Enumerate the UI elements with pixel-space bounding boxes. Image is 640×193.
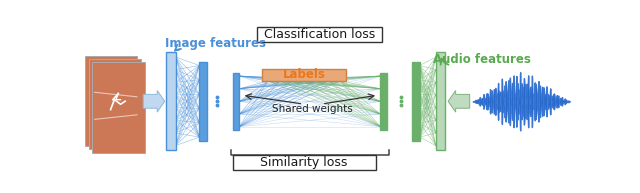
- FancyBboxPatch shape: [380, 73, 387, 130]
- FancyBboxPatch shape: [257, 27, 382, 42]
- Text: Labels: Labels: [283, 68, 326, 81]
- FancyBboxPatch shape: [262, 69, 346, 81]
- FancyBboxPatch shape: [200, 62, 207, 141]
- Polygon shape: [143, 91, 164, 112]
- FancyBboxPatch shape: [166, 52, 175, 150]
- FancyBboxPatch shape: [436, 52, 445, 150]
- Text: Audio features: Audio features: [433, 52, 531, 65]
- Polygon shape: [448, 91, 470, 112]
- Text: Classification loss: Classification loss: [264, 28, 375, 41]
- Text: Similarity loss: Similarity loss: [260, 156, 348, 169]
- FancyBboxPatch shape: [232, 73, 239, 130]
- FancyBboxPatch shape: [412, 62, 420, 141]
- FancyBboxPatch shape: [88, 59, 141, 149]
- Text: Shared weights: Shared weights: [272, 104, 353, 114]
- FancyBboxPatch shape: [92, 62, 145, 152]
- Text: Image features: Image features: [164, 37, 266, 50]
- FancyBboxPatch shape: [232, 155, 376, 170]
- FancyBboxPatch shape: [84, 56, 137, 146]
